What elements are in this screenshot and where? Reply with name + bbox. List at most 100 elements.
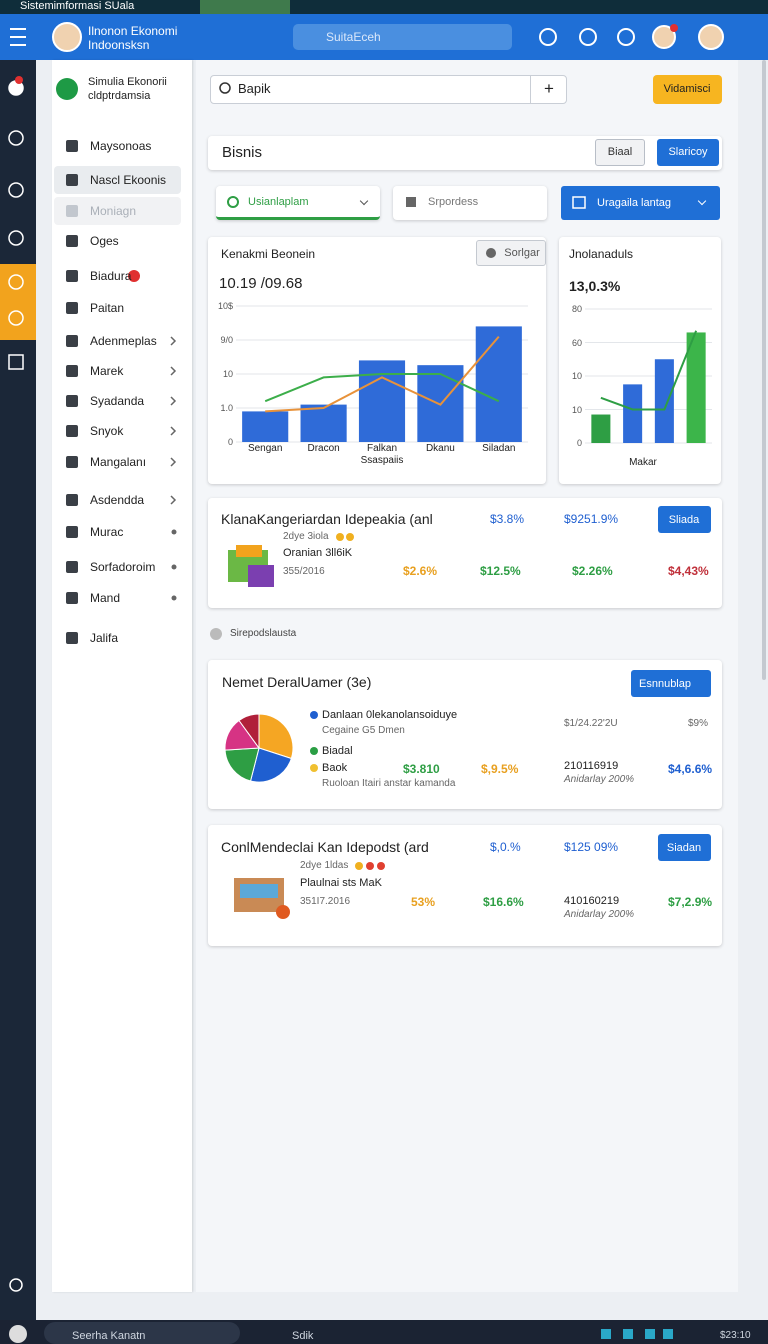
section-button[interactable] <box>595 139 645 166</box>
app-name: Ilnonon Ekonomi <box>88 24 178 38</box>
stat: $12.5% <box>480 564 521 578</box>
avatar <box>52 22 82 52</box>
y-tick-label: 10 <box>571 404 582 415</box>
logo-subtitle: cldptrdamsia <box>88 90 151 102</box>
rating-icon <box>366 862 374 870</box>
y-tick-label: 0 <box>576 438 582 448</box>
tray-icon <box>623 1329 633 1339</box>
x-tick-label: Dkanu <box>425 443 455 454</box>
filter-icon <box>227 196 239 208</box>
filter-dropdown[interactable] <box>393 186 547 220</box>
sidebar-icon <box>66 302 78 314</box>
rail-icon <box>8 354 24 370</box>
scrollbar[interactable] <box>762 60 766 680</box>
sidebar-item: Mand <box>90 591 121 605</box>
sidebar-item: Adenmeplas <box>90 334 157 348</box>
chevron <box>170 495 177 505</box>
header-search[interactable] <box>293 24 512 50</box>
taskbar-search[interactable] <box>44 1322 240 1344</box>
y-tick-label: 1.0 <box>220 403 233 413</box>
card-button[interactable] <box>658 834 711 861</box>
action-button[interactable] <box>653 75 722 104</box>
x-tick-label: Falkan Ssaspaiis <box>360 443 404 466</box>
filter-dropdown[interactable] <box>216 186 380 220</box>
line-series <box>600 330 698 411</box>
stat: $2.26% <box>572 564 613 578</box>
header-icon <box>539 28 557 46</box>
taskbar-clock: $23:10 <box>720 1330 751 1341</box>
filter-icon <box>406 197 416 207</box>
tray-icon <box>663 1329 673 1339</box>
sidebar-icon <box>66 526 78 538</box>
sidebar-item: Paitan <box>90 301 125 315</box>
side-value: 410160219 <box>564 895 620 907</box>
sidebar-icon <box>66 632 78 644</box>
search-input[interactable] <box>210 75 567 104</box>
bar <box>475 326 522 442</box>
line-series <box>265 335 500 413</box>
header-icon <box>579 28 597 46</box>
card-button[interactable] <box>631 670 711 697</box>
header-avatar <box>652 25 676 49</box>
pin-icon <box>171 595 177 601</box>
side-value: $9% <box>688 718 709 729</box>
sidebar-item: Mangalanı <box>90 455 147 469</box>
card-subtitle: 2dye 3iola <box>283 531 329 542</box>
legend-label: Baok <box>322 762 348 774</box>
pie-slice <box>238 713 260 750</box>
rating-icon <box>336 533 344 541</box>
chevron <box>170 396 177 406</box>
button-label: Sliada <box>668 514 700 526</box>
sidebar-item: Biadura <box>90 269 132 283</box>
item-card <box>208 825 722 946</box>
section-button[interactable] <box>657 139 719 166</box>
filter-label: Srpordess <box>428 196 479 208</box>
card-button[interactable] <box>658 506 711 533</box>
stat: $3.8% <box>490 512 525 526</box>
sidebar-item: Jalifa <box>90 631 119 645</box>
card-item: Plaulnai sts MaK <box>300 877 382 889</box>
button-label: Siadan <box>666 842 702 854</box>
legend-dot <box>310 711 318 719</box>
chevron <box>170 366 177 376</box>
section-label: Sirepodslausta <box>230 628 297 639</box>
side-value: 210116919 <box>564 760 619 772</box>
x-tick-label: Sengan <box>247 443 283 454</box>
rail-active <box>0 264 36 340</box>
card-subtitle: 2dye 1ldas <box>300 860 349 871</box>
rating-icon <box>377 862 385 870</box>
pin-icon <box>171 564 177 570</box>
add-button[interactable] <box>530 75 567 104</box>
sidebar-item: Murac <box>90 525 124 539</box>
sidebar-icon <box>66 270 78 282</box>
sidebar-icon <box>66 335 78 347</box>
rail-icon <box>8 130 24 146</box>
stat: $2.6% <box>403 564 438 578</box>
titlebar-image <box>200 0 290 14</box>
taskbar-search-label: Seerha Kanatn <box>72 1330 146 1342</box>
header-avatar <box>698 24 724 50</box>
x-axis-label: Makar <box>629 457 657 468</box>
rail-icon <box>8 274 24 290</box>
search-value: Bapik <box>238 81 271 96</box>
stat: $7,2.9% <box>668 895 713 909</box>
action-button-label: Vidamisci <box>663 83 711 95</box>
filter-icon <box>572 196 586 209</box>
side-value: Anidarlay 200% <box>564 774 635 785</box>
sidebar-badge <box>128 270 140 282</box>
item-card <box>208 498 722 608</box>
chart-headline: 10.19 /09.68 <box>219 275 303 292</box>
logo-title: Simulia Ekonorii <box>88 76 167 88</box>
header-icon <box>617 28 635 46</box>
button-label: Slaricoy <box>668 146 708 158</box>
search-icon <box>219 82 231 94</box>
logo <box>56 78 78 100</box>
add-button-label: + <box>544 79 554 98</box>
stat: $16.6% <box>483 895 524 909</box>
sidebar-item: Asdendda <box>90 493 145 507</box>
filter-dropdown[interactable] <box>561 186 720 220</box>
chart-title: Kenakmi Beonein <box>221 247 316 261</box>
y-tick-label: 80 <box>571 304 582 314</box>
